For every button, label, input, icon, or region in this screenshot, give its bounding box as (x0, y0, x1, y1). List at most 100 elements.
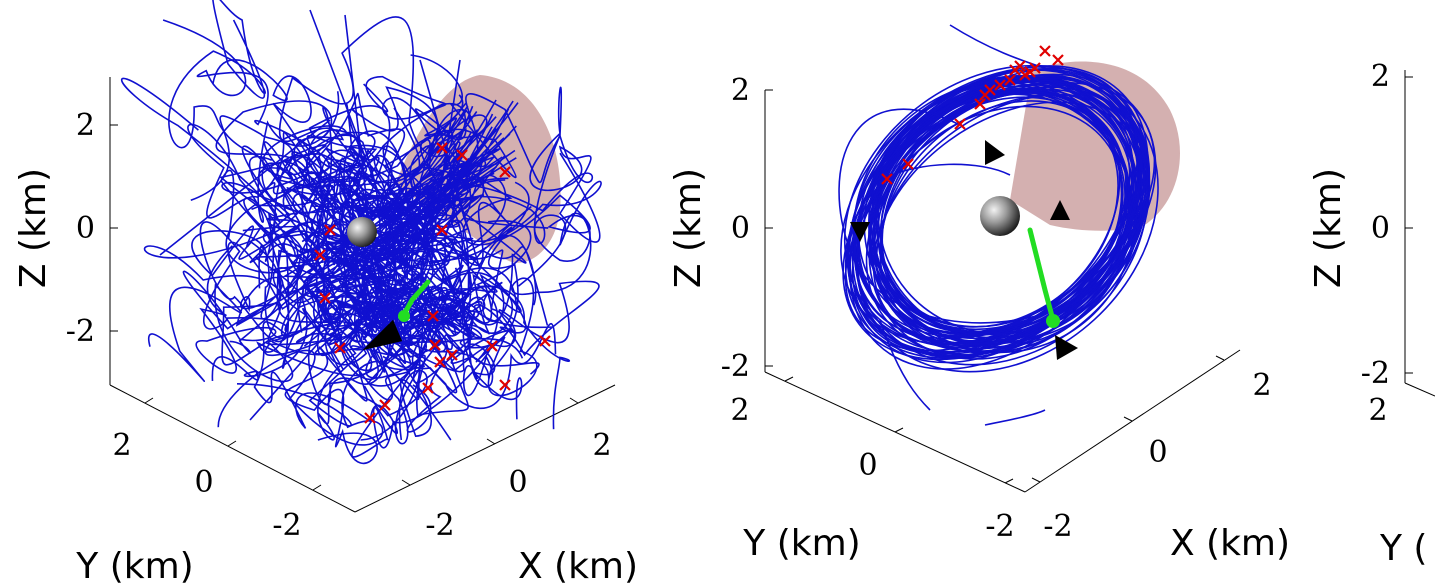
p1-x-tick-mark (569, 397, 579, 404)
p2-z-tick-label: 0 (731, 211, 750, 246)
p1-y-axis-line (109, 384, 356, 513)
p2-y-tick-mark (784, 376, 794, 382)
p1-y-tick-mark (227, 440, 237, 447)
p3-y-axis-label: Y ( (1379, 528, 1427, 569)
p2-trajectory-loop (853, 79, 1131, 353)
p1-failure-marker (539, 335, 551, 347)
p1-trajectory-line (272, 160, 367, 369)
p2-thrust-endpoint (1046, 314, 1060, 328)
p1-trajectory-line (269, 239, 471, 271)
p2-trajectory-loop (881, 84, 1131, 333)
p1-trajectory-line (417, 156, 503, 224)
p1-failure-marker (364, 412, 376, 424)
p1-y-tick-mark (312, 484, 322, 491)
p1-thrust-endpoint (398, 310, 410, 322)
p2-thrust-segment (1027, 227, 1056, 323)
p3-y-axis-line (1404, 382, 1435, 397)
p1-trajectory-line (249, 329, 331, 421)
p1-failure-marker (436, 142, 448, 154)
p2-asteroid-body (980, 196, 1020, 236)
p1-trajectory-line (423, 179, 506, 222)
p1-trajectory-line (261, 125, 399, 214)
p1-trajectory-line (381, 105, 469, 211)
p1-x-tick-label: 2 (592, 428, 611, 463)
p1-z-tick-label: -2 (66, 314, 95, 349)
p2-failure-marker (1052, 54, 1064, 66)
p2-y-tick-label: -2 (985, 509, 1014, 544)
p1-trajectory-line (162, 19, 390, 333)
p2-failure-marker (984, 84, 996, 96)
p2-failure-marker (881, 173, 893, 185)
panel-3: 2 0 -2 2 Z (km) Y ( (1308, 59, 1435, 569)
p1-trajectory-line (314, 226, 549, 355)
p1-trajectory-line (426, 154, 506, 246)
p2-direction-arrow (1050, 200, 1070, 220)
p2-failure-marker (1019, 69, 1031, 81)
p1-trajectory-line (387, 134, 477, 211)
p2-y-tick-label: 2 (730, 393, 749, 428)
p2-trajectory-loop (868, 69, 1151, 354)
p1-y-tick-label: 2 (112, 428, 131, 463)
p1-failure-marker (446, 349, 458, 361)
p1-trajectory-line (375, 152, 478, 234)
p1-z-tick-label: 0 (76, 211, 95, 246)
p1-x-axis-label: X (km) (518, 546, 638, 587)
p2-trajectory-loop (873, 79, 1141, 334)
p2-trajectory-line (984, 409, 1046, 426)
p2-trajectory-line (879, 319, 931, 411)
p3-z-tick-label: -2 (1361, 356, 1390, 391)
p2-trajectory-line (838, 108, 1081, 324)
panel-1: 2 0 -2 2 0 -2 -2 0 2 Z (km) Y (km) X (km… (13, 0, 638, 587)
p1-trajectory-line (316, 234, 461, 441)
p2-trajectory-line (879, 163, 1011, 181)
p1-x-axis-line (354, 384, 616, 513)
p2-direction-arrow (985, 140, 1005, 165)
p1-trajectory-line (398, 133, 511, 230)
p2-x-tick-label: -2 (1043, 509, 1072, 544)
p2-failure-marker (994, 79, 1006, 91)
p1-trajectory-line (419, 59, 481, 271)
p1-trajectory-line (286, 179, 478, 286)
p2-x-tick-mark (1123, 416, 1133, 422)
p1-trajectory-line (225, 145, 358, 274)
p1-z-tick-label: 2 (76, 108, 95, 143)
p1-trajectory-line (288, 153, 432, 441)
p1-direction-arrow (362, 319, 403, 351)
p2-failure-marker (1014, 60, 1026, 72)
p1-trajectory-line (371, 111, 478, 228)
p1-trajectory-line (191, 156, 458, 304)
p2-trajectory-line (949, 24, 1051, 71)
p1-trajectory-line (284, 326, 378, 465)
p2-failure-marker (902, 158, 914, 170)
p1-failure-markers (314, 142, 551, 424)
p1-failure-marker (422, 382, 434, 394)
p1-trajectory-line (236, 274, 413, 427)
p1-failure-marker (379, 399, 391, 411)
p1-z-axis-label: Z (km) (13, 168, 54, 288)
p1-failure-marker (486, 340, 498, 352)
p1-trajectory-line (212, 59, 431, 213)
p2-x-axis-label: X (km) (1170, 523, 1290, 564)
p2-trajectory-loop (857, 77, 1149, 350)
p2-z-axis-label: Z (km) (668, 168, 709, 288)
p3-y-tick-label: 2 (1368, 393, 1387, 428)
p1-trajectory-line (301, 156, 424, 325)
p1-x-tick-mark (401, 479, 411, 486)
p1-failure-marker (314, 249, 326, 261)
p1-trajectory-line (344, 14, 371, 231)
p1-failure-marker (429, 339, 441, 351)
p1-x-tick-label: 0 (508, 465, 527, 500)
p1-x-tick-label: -2 (425, 508, 454, 543)
p2-failure-marker (954, 118, 966, 130)
p2-x-tick-mark (1215, 355, 1225, 361)
p1-trajectory-line (120, 77, 380, 217)
p2-failure-marker (1039, 45, 1051, 57)
p1-trajectory-line (423, 180, 602, 397)
p2-z-tick-label: 2 (731, 73, 750, 108)
p2-x-tick-label: 0 (1148, 435, 1167, 470)
p1-trajectory-line (215, 75, 447, 267)
p1-x-tick-mark (486, 438, 496, 445)
p2-failure-marker (1004, 74, 1016, 86)
p2-x-tick-label: 2 (1252, 368, 1271, 403)
